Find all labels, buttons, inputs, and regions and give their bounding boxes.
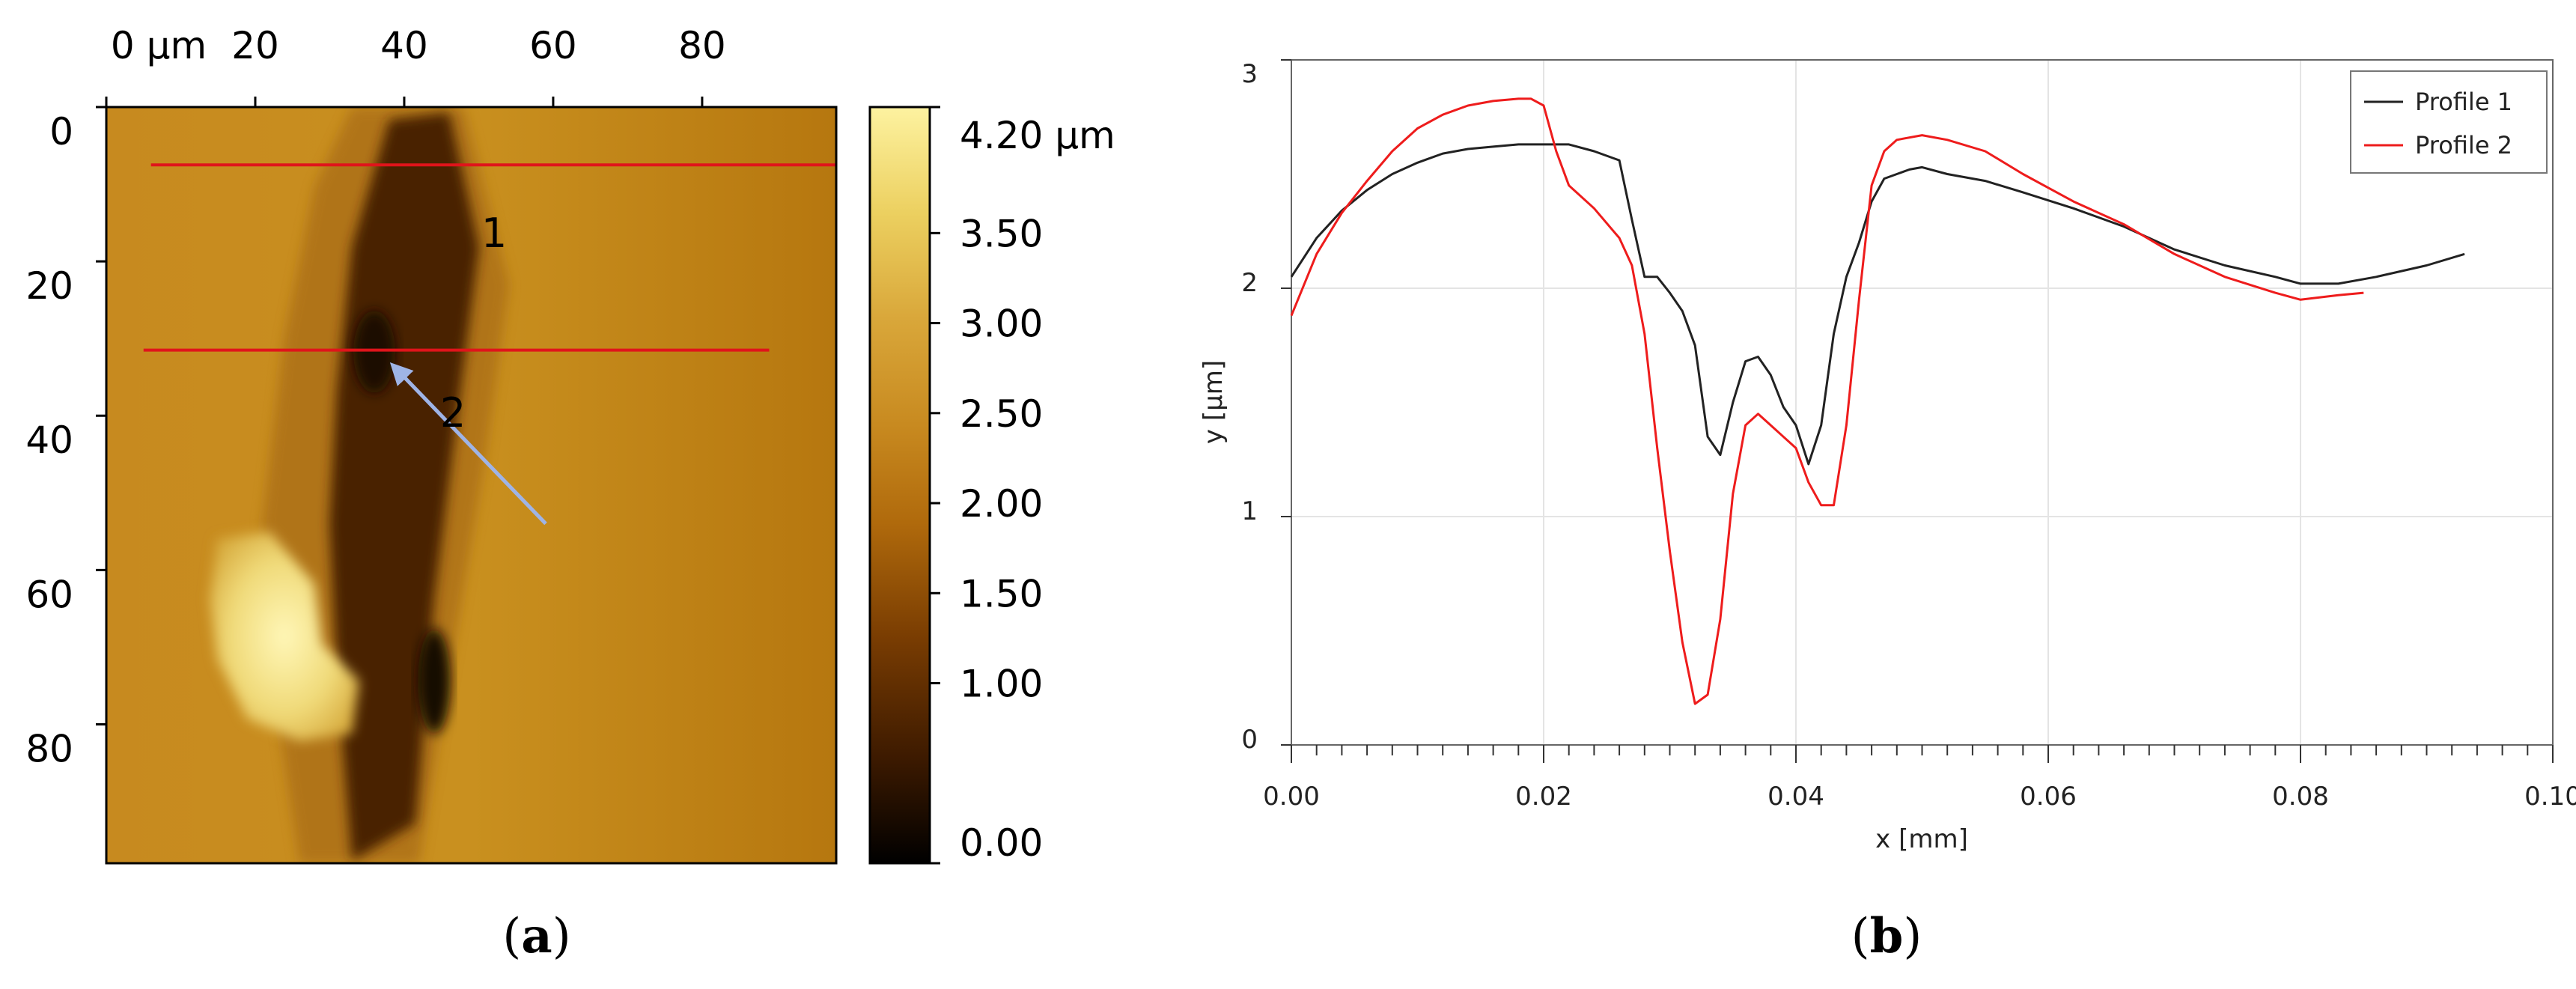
afm-frame bbox=[105, 106, 838, 865]
series-line-2 bbox=[1290, 97, 2364, 705]
chart-x-tick-label: 0.08 bbox=[2272, 782, 2329, 812]
chart-legend: Profile 1 Profile 2 bbox=[2350, 70, 2548, 174]
colorbar bbox=[868, 106, 931, 865]
colorbar-tick-label: 1.00 bbox=[960, 663, 1043, 706]
profile-chart: 0.00 0.02 0.04 0.06 0.08 0.10 0 1 2 3 x [mm] y [… bbox=[1199, 59, 2576, 964]
legend-label-2: Profile 2 bbox=[2415, 131, 2512, 159]
colorbar-scale: 4.20 µm 3.50 3.00 2.50 2.00 1.50 1.00 0.00 bbox=[930, 106, 1115, 865]
panel-a-caption: (a) bbox=[502, 908, 570, 964]
series-line-1 bbox=[1290, 143, 2465, 466]
trench-pit-1 bbox=[353, 311, 395, 393]
afm-x-tick-label: 80 bbox=[678, 24, 726, 67]
legend-box bbox=[2350, 70, 2548, 174]
colorbar-tick-label: 3.50 bbox=[960, 212, 1043, 255]
afm-x-tick-label: 0 µm bbox=[111, 24, 207, 67]
afm-height-map bbox=[106, 107, 836, 863]
bright-particle bbox=[210, 532, 359, 741]
chart-y-tick-label: 2 bbox=[1241, 268, 1258, 298]
profile-line-label-2: 2 bbox=[440, 389, 466, 436]
afm-y-tick-label: 80 bbox=[25, 727, 73, 770]
chart-x-tick-label: 0.04 bbox=[1767, 782, 1824, 812]
afm-x-tick-label: 60 bbox=[529, 24, 577, 67]
trench-core bbox=[329, 112, 479, 861]
afm-y-tick-label: 0 bbox=[49, 110, 73, 153]
afm-panel: 0 µm 20 40 60 80 0 20 40 60 80 4.20 µm 3.50 3.00 2.… bbox=[25, 24, 1115, 964]
colorbar-tick-label: 1.50 bbox=[960, 572, 1043, 615]
colorbar-tick-label: 4.20 µm bbox=[960, 114, 1115, 157]
afm-x-tick-label: 40 bbox=[380, 24, 428, 67]
chart-y-axis: 0 1 2 3 bbox=[1241, 59, 1291, 755]
chart-series bbox=[1290, 97, 2465, 705]
afm-x-tick-label: 20 bbox=[231, 24, 279, 67]
colorbar-tick-label: 2.50 bbox=[960, 392, 1043, 436]
chart-y-tick-label: 0 bbox=[1241, 725, 1258, 755]
afm-y-axis: 0 20 40 60 80 bbox=[25, 106, 106, 770]
colorbar-tick-label: 3.00 bbox=[960, 302, 1043, 346]
chart-y-tick-label: 3 bbox=[1241, 59, 1258, 89]
legend-label-1: Profile 1 bbox=[2415, 88, 2512, 116]
colorbar-tick-label: 0.00 bbox=[960, 821, 1043, 865]
colorbar-tick-label: 2.00 bbox=[960, 482, 1043, 526]
x-axis-label: x [mm] bbox=[1875, 824, 1968, 854]
afm-y-tick-label: 60 bbox=[25, 573, 73, 616]
trench-pit-2 bbox=[418, 629, 451, 734]
chart-x-tick-label: 0.02 bbox=[1515, 782, 1572, 812]
profile-line-label-1: 1 bbox=[481, 210, 507, 257]
indicator-arrow bbox=[389, 362, 547, 526]
chart-y-tick-label: 1 bbox=[1241, 496, 1258, 526]
chart-x-tick-label: 0.06 bbox=[2020, 782, 2077, 812]
y-axis-label: y [µm] bbox=[1199, 360, 1228, 444]
chart-x-tick-label: 0.00 bbox=[1263, 782, 1320, 812]
chart-x-axis: 0.00 0.02 0.04 0.06 0.08 0.10 bbox=[1263, 745, 2576, 812]
chart-x-tick-label: 0.10 bbox=[2524, 782, 2576, 812]
afm-y-tick-label: 40 bbox=[25, 419, 73, 462]
afm-x-axis: 0 µm 20 40 60 80 bbox=[105, 24, 726, 107]
panel-b-caption: (b) bbox=[1851, 908, 1922, 964]
afm-y-tick-label: 20 bbox=[25, 264, 73, 308]
